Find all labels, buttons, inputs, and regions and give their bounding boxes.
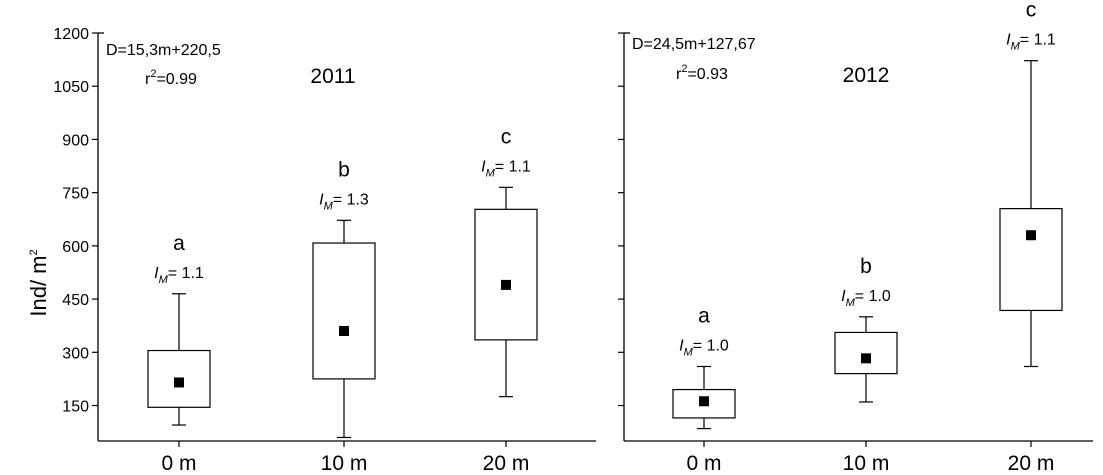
index-symbol: I (481, 158, 486, 175)
group-letter: b (860, 255, 872, 278)
index-value: = 1.1 (1020, 32, 1056, 49)
r-squared-label: r2=0.99 (145, 68, 197, 88)
x-tick-label: 10 m (321, 452, 368, 475)
mean-marker (339, 326, 349, 337)
index-symbol: I (319, 191, 324, 208)
r-squared-superscript: 2 (150, 68, 156, 80)
index-label: IM= 1.1 (154, 265, 204, 286)
mean-marker (174, 377, 184, 388)
index-label: IM= 1.1 (481, 158, 531, 179)
x-tick-label: 10 m (843, 452, 890, 475)
index-value: = 1.1 (495, 158, 531, 175)
index-label: IM= 1.0 (679, 337, 729, 358)
index-subscript: M (486, 167, 496, 179)
box-0m: IM= 1.1 a (147, 232, 211, 426)
panel-title: 2012 (843, 64, 890, 87)
mean-marker (699, 396, 709, 407)
index-value: = 1.0 (855, 288, 891, 305)
regression-equation: D=24,5m+127,67 (632, 36, 756, 53)
panel-title: 2011 (310, 65, 355, 88)
index-label: IM= 1.0 (841, 288, 891, 309)
index-subscript: M (846, 297, 856, 309)
index-subscript: M (684, 346, 694, 358)
y-axis-title-text: Ind/ m (26, 255, 51, 316)
group-letter: a (173, 232, 185, 255)
index-label: IM= 1.3 (319, 191, 369, 212)
index-symbol: I (679, 337, 684, 354)
index-value: = 1.0 (693, 337, 729, 354)
box-0m: IM= 1.0 a (672, 304, 736, 430)
mean-marker (501, 279, 511, 290)
y-tick-label: 300 (62, 345, 89, 362)
interquartile-box (999, 208, 1063, 312)
index-value: = 1.1 (168, 265, 204, 282)
x-tick-label: 20 m (1008, 452, 1055, 475)
r-squared-value: =0.99 (156, 71, 197, 88)
x-tick-label: 0 m (686, 452, 721, 475)
y-tick-label: 150 (62, 399, 89, 416)
y-tick-label: 450 (62, 292, 89, 309)
box-10m: IM= 1.0 b (834, 255, 898, 403)
box-20m: IM= 1.1 c (999, 0, 1063, 368)
index-label: IM= 1.1 (1006, 32, 1056, 53)
r-squared-symbol: r (676, 66, 682, 83)
group-letter: a (698, 304, 710, 327)
y-axis-title: Ind/ m2 (26, 249, 51, 316)
y-axis-label: Ind/ m2 (26, 249, 51, 316)
r-squared-value: =0.93 (687, 66, 728, 83)
box-10m: IM= 1.3 b (312, 158, 376, 439)
index-symbol: I (1006, 32, 1011, 49)
panel-2011: 150 300 450 600 750 900 1050 1200 0 m 10 m 20 m D=1… (53, 26, 596, 475)
regression-equation: D=15,3m+220,5 (106, 42, 221, 59)
index-subscript: M (1011, 41, 1021, 53)
group-letter: c (1026, 0, 1037, 22)
interquartile-box (834, 331, 898, 375)
index-symbol: I (841, 288, 846, 305)
r-squared-symbol: r (145, 71, 151, 88)
r-squared-superscript: 2 (681, 63, 687, 75)
index-subscript: M (159, 274, 169, 286)
mean-marker (1026, 230, 1036, 241)
y-tick-label: 600 (62, 239, 89, 256)
index-subscript: M (324, 200, 334, 212)
y-tick-label: 1200 (53, 26, 89, 43)
group-letter: c (501, 125, 512, 148)
x-tick-label: 0 m (161, 452, 196, 475)
group-letter: b (338, 158, 350, 181)
index-value: = 1.3 (333, 191, 369, 208)
y-tick-label: 1050 (53, 79, 89, 96)
index-symbol: I (154, 265, 159, 282)
y-axis-title-superscript: 2 (28, 249, 40, 255)
y-tick-label: 750 (62, 186, 89, 203)
r-squared-label: r2=0.93 (676, 63, 728, 83)
box-20m: IM= 1.1 c (474, 125, 538, 398)
interquartile-box (312, 242, 376, 380)
x-tick-label: 20 m (483, 452, 530, 475)
y-tick-label: 900 (62, 132, 89, 149)
mean-marker (861, 353, 871, 364)
interquartile-box (474, 208, 538, 341)
